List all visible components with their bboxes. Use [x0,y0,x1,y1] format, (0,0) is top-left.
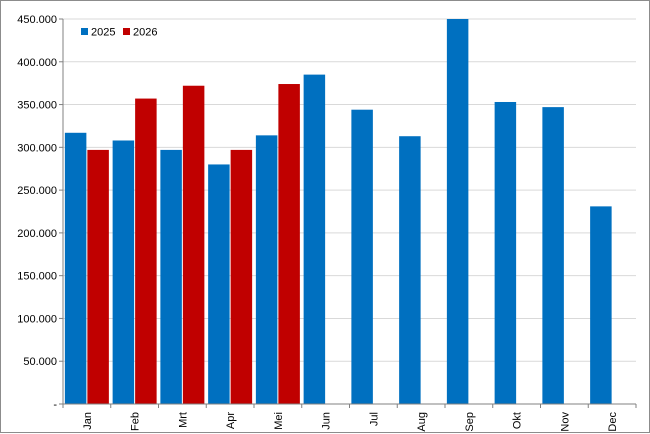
x-tick-label-dec: Dec [607,412,619,432]
y-tick-label: 100.000 [17,313,57,325]
y-tick-label: 50.000 [23,356,57,368]
x-tick-labels: Jan Feb Mrt Apr Mei Jun Jul Aug Sep Okt Nov Dec [82,412,619,432]
y-tick-label: 400.000 [17,57,57,69]
y-tick-label: 450.000 [17,14,57,26]
x-tick-label-feb: Feb [130,412,142,431]
x-tick-label-jan: Jan [82,412,94,430]
bar-2026-mei [278,84,300,405]
x-tick-label-aug: Aug [416,412,428,432]
bar-2026-apr [230,149,253,404]
legend-swatch-2026 [123,28,130,35]
y-tick-label: 150.000 [17,271,57,283]
legend-swatch-2025 [81,28,88,35]
y-tick-label: 250.000 [17,185,57,197]
bar-2026-mrt [182,85,205,404]
legend-label-2025: 2025 [91,27,115,39]
bar-2025-okt [494,101,517,404]
bar-2025-mei [255,135,278,404]
y-tick-label: 200.000 [17,228,57,240]
bar-2026-jan [87,149,109,404]
gridlines [63,18,636,362]
x-tick-label-mrt: Mrt [177,412,189,428]
x-tick-label-sep: Sep [464,412,476,432]
legend: 2025 2026 [81,27,157,39]
bar-2025-jun [303,74,326,404]
bar-2025-dec [590,206,612,404]
bar-2025-sep [446,19,469,404]
axes [59,18,637,408]
y-tick-label: 300.000 [17,142,57,154]
x-tick-label-jul: Jul [368,412,380,426]
x-tick-label-mei: Mei [273,412,285,430]
bar-2025-nov [542,107,564,404]
bar-2025-aug [399,136,421,404]
legend-label-2026: 2026 [133,27,157,39]
bar-2025-jul [351,109,373,404]
bar-2025-apr [208,164,230,404]
bars [64,19,612,405]
x-tick-label-apr: Apr [225,412,237,429]
bar-2026-feb [135,98,157,405]
y-tick-labels: - 50.000 100.000 150.000 200.000 250.000 300.0… [17,14,57,411]
x-tick-label-okt: Okt [512,412,524,429]
y-tick-label: - [53,399,57,411]
bar-2025-feb [112,140,135,404]
x-tick-label-nov: Nov [559,412,571,432]
y-tick-label: 350.000 [17,100,57,112]
bar-2025-mrt [160,149,182,404]
x-tick-label-jun: Jun [321,412,333,430]
bar-2025-jan [64,132,87,405]
